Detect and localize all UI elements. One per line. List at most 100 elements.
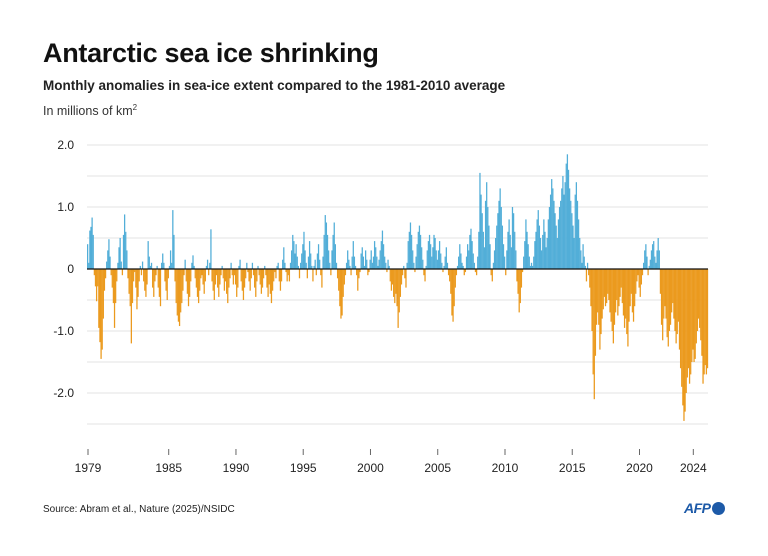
anomaly-bar (561, 188, 563, 269)
anomaly-bar (249, 269, 251, 291)
anomaly-bar (132, 269, 135, 282)
anomaly-bar (625, 269, 627, 319)
anomaly-bar (655, 262, 657, 269)
anomaly-bar (496, 225, 498, 269)
anomaly-bar (570, 200, 572, 269)
anomaly-bar (419, 234, 422, 269)
anomaly-bar (445, 247, 447, 269)
anomaly-bar (91, 217, 93, 269)
source-note: Source: Abram et al., Nature (2025)/NSID… (43, 504, 235, 515)
anomaly-bar (465, 256, 468, 269)
anomaly-bar (331, 250, 333, 269)
anomaly-bar (285, 269, 287, 273)
anomaly-bar (495, 238, 497, 269)
anomaly-bar (199, 269, 201, 291)
anomaly-bar (703, 269, 705, 375)
anomaly-bar (558, 207, 561, 269)
anomaly-bar (137, 269, 139, 297)
anomaly-bar (533, 256, 535, 269)
anomaly-bar (187, 269, 190, 307)
anomaly-bar (349, 265, 351, 269)
anomaly-bar (646, 256, 648, 269)
anomaly-bar (102, 269, 104, 319)
anomaly-bar (544, 231, 546, 269)
anomaly-bar (654, 256, 656, 269)
anomaly-bar (98, 269, 100, 328)
anomaly-bar (489, 244, 491, 269)
anomaly-bar (230, 262, 232, 269)
anomaly-bar (206, 259, 209, 269)
anomaly-bar (551, 179, 553, 269)
anomaly-bar (164, 269, 166, 282)
anomaly-bar (565, 163, 567, 269)
anomaly-bar (508, 219, 510, 269)
anomaly-bar (658, 250, 660, 269)
anomaly-bar (180, 269, 182, 313)
anomaly-bar (524, 241, 526, 269)
anomaly-bar (215, 269, 218, 276)
anomaly-bar (359, 269, 361, 273)
anomaly-bar (101, 269, 103, 350)
anomaly-bar (449, 269, 451, 282)
anomaly-bar (298, 269, 301, 279)
anomaly-bar (144, 269, 146, 291)
anomaly-bar (177, 269, 180, 322)
anomaly-bar (453, 269, 455, 307)
anomaly-bar (442, 269, 444, 273)
anomaly-bar (672, 269, 674, 304)
anomaly-bar (265, 269, 267, 276)
anomaly-bar (110, 269, 112, 276)
anomaly-bar (201, 269, 203, 276)
anomaly-bar (498, 200, 500, 269)
anomaly-bar (547, 219, 549, 269)
anomaly-bar (614, 269, 617, 313)
anomaly-bar (669, 269, 672, 325)
anomaly-bar (252, 269, 255, 276)
anomaly-bar (125, 231, 127, 269)
anomaly-bar (414, 269, 416, 273)
anomaly-bar (95, 269, 98, 302)
anomaly-bar (320, 269, 322, 276)
anomaly-bar (469, 234, 471, 269)
anomaly-bar (540, 250, 543, 269)
anomaly-bar (456, 265, 459, 269)
anomaly-bar (126, 250, 128, 269)
anomaly-bar (336, 269, 339, 279)
anomaly-bar (696, 269, 699, 331)
anomaly-bar (433, 234, 435, 269)
anomaly-bar (538, 225, 541, 269)
anomaly-bar (690, 269, 692, 375)
anomaly-bar (446, 262, 449, 269)
anomaly-bar (311, 265, 313, 269)
x-tick-label: 1985 (155, 461, 182, 475)
anomaly-bar (99, 269, 101, 343)
anomaly-bar (391, 269, 394, 285)
anomaly-bar (444, 256, 446, 269)
anomaly-bar (120, 261, 122, 269)
anomaly-bar (660, 269, 663, 325)
y-axis-unit-label: In millions of km2 (43, 103, 137, 118)
anomaly-bar (294, 253, 296, 269)
anomaly-bar (176, 269, 178, 316)
anomaly-bar (594, 269, 597, 356)
anomaly-bar (400, 269, 403, 285)
anomaly-bar (394, 269, 396, 304)
anomaly-bar (666, 269, 668, 338)
anomaly-bar (217, 269, 219, 288)
anomaly-bar (573, 238, 575, 269)
anomaly-bar (140, 269, 143, 276)
anomaly-bar (369, 259, 371, 269)
anomaly-bar (282, 259, 284, 269)
anomaly-bar (617, 269, 619, 316)
y-tick-label: 1.0 (57, 200, 74, 214)
anomaly-bar (289, 262, 292, 269)
anomaly-bar (325, 222, 328, 269)
anomaly-bar (379, 250, 381, 269)
anomaly-bar (697, 269, 700, 319)
anomaly-bar (425, 265, 427, 269)
anomaly-bar (560, 200, 562, 269)
anomaly-bar (310, 253, 312, 269)
anomaly-bar (700, 269, 702, 341)
anomaly-bar (143, 269, 145, 282)
anomaly-bar (117, 262, 119, 269)
